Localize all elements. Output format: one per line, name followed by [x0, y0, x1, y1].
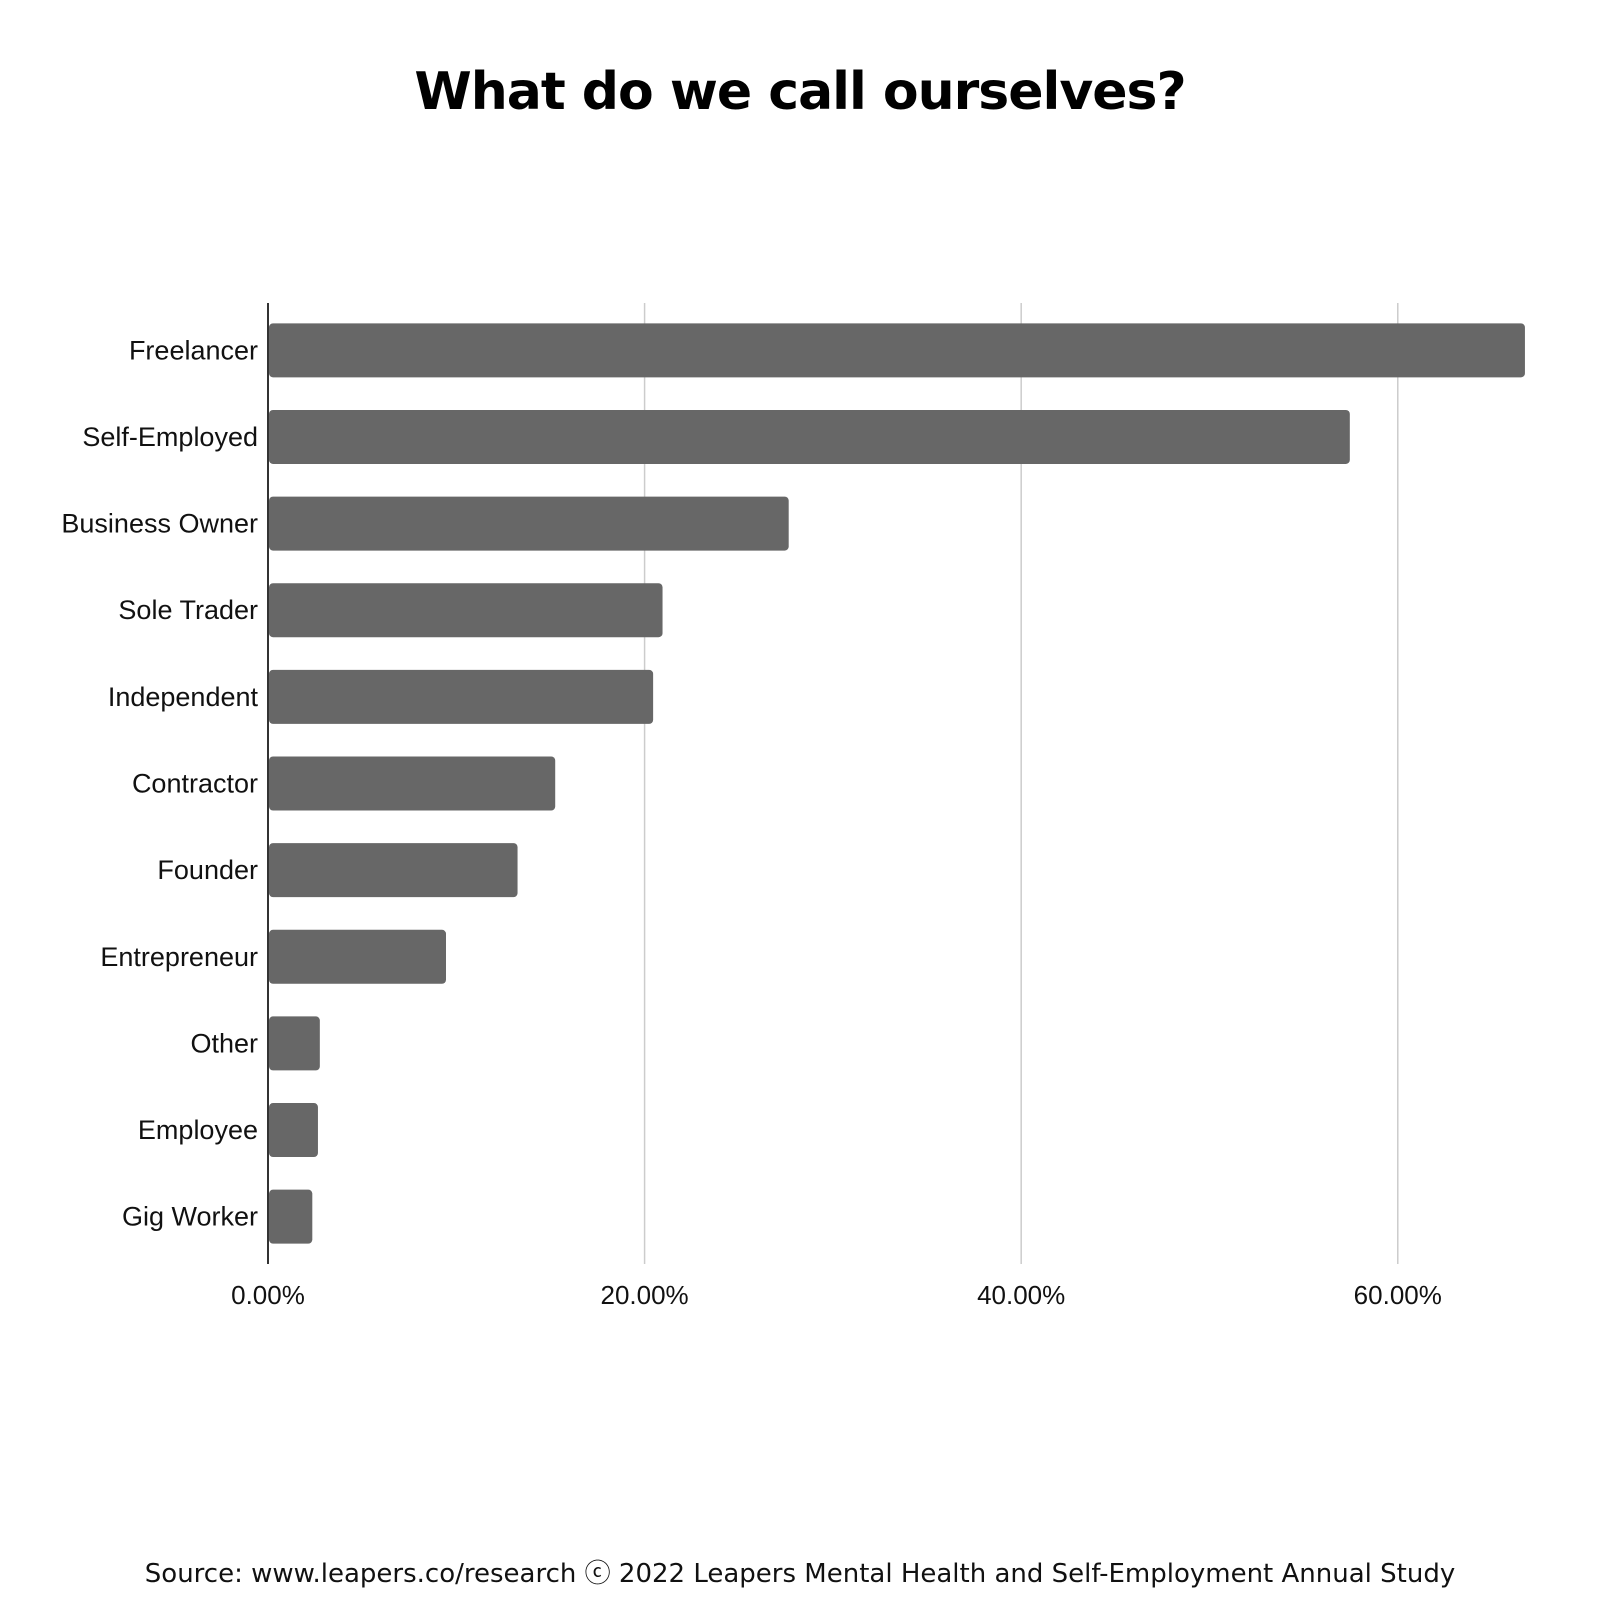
bar-gig-worker [269, 1189, 313, 1244]
x-tick-label: 60.00% [1354, 1280, 1442, 1310]
category-label: Founder [157, 855, 258, 885]
x-tick-label: 20.00% [600, 1280, 688, 1310]
bar-contractor [269, 756, 556, 811]
category-label: Other [190, 1028, 258, 1058]
category-label: Contractor [132, 769, 258, 799]
bar-self-employed [269, 409, 1350, 464]
x-tick-label: 0.00% [231, 1280, 305, 1310]
bar-founder [269, 843, 518, 898]
category-label: Gig Worker [122, 1202, 258, 1232]
category-label: Sole Trader [118, 595, 258, 625]
source-note: Source: www.leapers.co/research ⓒ 2022 L… [144, 1559, 1456, 1589]
bar-employee [269, 1103, 318, 1158]
chart-title: What do we call ourselves? [414, 62, 1186, 122]
bar-other [269, 1016, 320, 1071]
bar-independent [269, 669, 654, 724]
category-label: Entrepreneur [100, 942, 258, 972]
bar-sole-trader [269, 583, 663, 638]
bar-freelancer [269, 323, 1525, 378]
category-label: Freelancer [129, 335, 258, 365]
bar-entrepreneur [269, 929, 446, 984]
category-label: Self-Employed [82, 422, 258, 452]
x-tick-label: 40.00% [977, 1280, 1065, 1310]
category-label: Employee [138, 1115, 258, 1145]
bar-business-owner [269, 496, 789, 551]
category-label: Independent [108, 682, 259, 712]
category-label: Business Owner [61, 509, 258, 539]
